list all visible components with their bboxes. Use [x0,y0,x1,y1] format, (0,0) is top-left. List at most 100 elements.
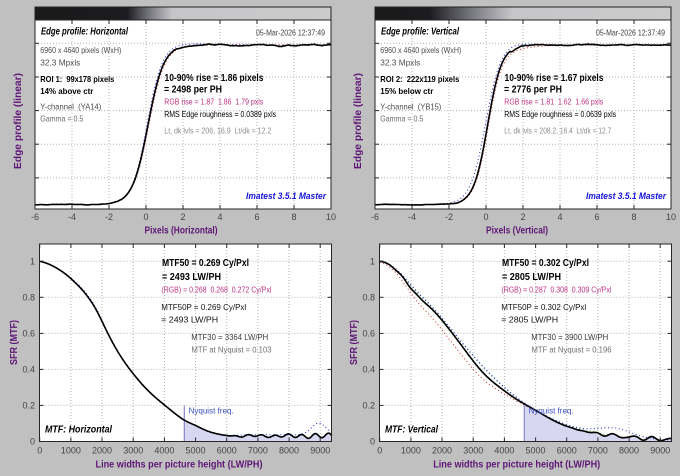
svg-text:-2: -2 [105,212,113,222]
svg-text:MTF50 = 0.269 Cy/Pxl: MTF50 = 0.269 Cy/Pxl [162,258,249,269]
svg-text:32.3 Mpxls: 32.3 Mpxls [380,57,420,67]
svg-text:MTF30 = 3364 LW/PH: MTF30 = 3364 LW/PH [191,332,268,342]
svg-text:1: 1 [30,256,35,266]
svg-text:8: 8 [631,212,636,222]
svg-text:Y-channel (YA14): Y-channel (YA14) [40,102,101,112]
svg-text:2000: 2000 [432,446,452,456]
svg-text:7000: 7000 [248,446,268,456]
svg-text:5000: 5000 [186,446,206,456]
svg-text:3000: 3000 [123,446,143,456]
svg-text:Imatest 3.5.1 Master: Imatest 3.5.1 Master [246,190,327,201]
svg-text:-6: -6 [31,212,39,222]
svg-text:10: 10 [326,212,336,222]
svg-text:6: 6 [254,212,259,222]
svg-text:0: 0 [143,212,148,222]
svg-text:6960 x 4640 pixels (WxH): 6960 x 4640 pixels (WxH) [40,45,121,55]
svg-text:Imatest 3.5.1 Master: Imatest 3.5.1 Master [586,190,667,201]
svg-text:= 2805 LW/PH: = 2805 LW/PH [501,315,558,325]
svg-text:Edge profile (linear): Edge profile (linear) [353,73,364,169]
svg-text:-2: -2 [445,212,453,222]
svg-text:= 2805 LW/PH: = 2805 LW/PH [502,272,561,283]
svg-text:MTF50 = 0.302 Cy/Pxl: MTF50 = 0.302 Cy/Pxl [502,258,589,269]
svg-text:4000: 4000 [154,446,174,456]
svg-text:(RGB) = 0.268 0.268 0.272 Cy: (RGB) = 0.268 0.268 0.272 Cy/Pxl [161,286,271,295]
svg-text:= 2493 LW/PH: = 2493 LW/PH [162,272,221,283]
svg-text:Nyquist freq.: Nyquist freq. [189,406,234,415]
svg-text:4000: 4000 [494,446,514,456]
svg-text:10-90% rise = 1.86 pixels: 10-90% rise = 1.86 pixels [165,73,264,84]
svg-text:4: 4 [217,212,222,222]
svg-text:1000: 1000 [61,446,81,456]
svg-text:0.4: 0.4 [22,365,35,375]
svg-text:Pixels (Horizontal): Pixels (Horizontal) [145,226,218,237]
svg-text:2000: 2000 [92,446,112,456]
svg-text:MTF50P = 0.269 Cy/Pxl: MTF50P = 0.269 Cy/Pxl [161,302,246,312]
svg-text:RGB rise = 1.87 1.86 1.79 px: RGB rise = 1.87 1.86 1.79 pxls [164,97,263,107]
svg-text:1: 1 [370,256,375,266]
svg-text:0: 0 [37,446,42,456]
svg-text:-4: -4 [68,212,76,222]
svg-text:= 2493 LW/PH: = 2493 LW/PH [161,315,218,325]
svg-text:2: 2 [180,212,185,222]
svg-text:2: 2 [520,212,525,222]
svg-text:-6: -6 [371,212,379,222]
svg-text:MTF: Vertical: MTF: Vertical [385,425,438,436]
svg-text:Lt, dk lvls = 208.2, 16.4 Lt: Lt, dk lvls = 208.2, 16.4 Lt/dk = 12.7 [504,126,611,136]
svg-text:15% below ctr: 15% below ctr [380,86,434,96]
svg-text:RMS Edge roughness = 0.0389 px: RMS Edge roughness = 0.0389 pxls [164,109,276,119]
svg-text:Nyquist freq.: Nyquist freq. [529,406,574,415]
svg-text:8: 8 [291,212,296,222]
svg-text:ROI 2: 222x119 pixels: ROI 2: 222x119 pixels [380,74,459,84]
svg-text:05-Mar-2026 12:37:49: 05-Mar-2026 12:37:49 [256,28,325,38]
svg-text:7000: 7000 [588,446,608,456]
svg-text:8000: 8000 [619,446,639,456]
svg-text:(RGB) = 0.287 0.308 0.309 Cy: (RGB) = 0.287 0.308 0.309 Cy/Pxl [501,286,611,295]
svg-text:Y-channel (YB15): Y-channel (YB15) [380,102,441,112]
svg-text:MTF: Horizontal: MTF: Horizontal [45,425,112,436]
svg-text:0: 0 [30,437,35,447]
svg-text:0.8: 0.8 [22,293,35,303]
svg-text:MTF30 = 3900 LW/PH: MTF30 = 3900 LW/PH [531,332,608,342]
svg-text:0.6: 0.6 [362,329,375,339]
svg-text:0.2: 0.2 [362,401,375,411]
svg-text:-4: -4 [408,212,416,222]
svg-text:0.8: 0.8 [362,293,375,303]
svg-text:Line widths per picture height: Line widths per picture height (LW/PH) [433,460,600,471]
svg-text:5000: 5000 [526,446,546,456]
svg-text:Edge profile: Vertical: Edge profile: Vertical [381,27,459,38]
svg-text:Edge profile (linear): Edge profile (linear) [13,73,24,169]
svg-text:9000: 9000 [310,446,330,456]
svg-text:0: 0 [377,446,382,456]
svg-text:Edge profile: Horizontal: Edge profile: Horizontal [41,27,128,38]
svg-text:10: 10 [666,212,676,222]
svg-text:9000: 9000 [650,446,670,456]
svg-text:0: 0 [370,437,375,447]
svg-text:10-90% rise = 1.67 pixels: 10-90% rise = 1.67 pixels [505,73,604,84]
svg-text:1000: 1000 [401,446,421,456]
svg-text:32.3 Mpxls: 32.3 Mpxls [40,57,80,67]
svg-text:0.2: 0.2 [22,401,35,411]
svg-text:ROI 1: 99x178 pixels: ROI 1: 99x178 pixels [40,74,114,84]
svg-text:0: 0 [483,212,488,222]
svg-text:MTF50P = 0.302 Cy/Pxl: MTF50P = 0.302 Cy/Pxl [501,302,586,312]
svg-text:4: 4 [557,212,562,222]
svg-text:0.6: 0.6 [22,329,35,339]
svg-text:SFR (MTF): SFR (MTF) [349,320,360,365]
svg-text:05-Mar-2026 12:37:49: 05-Mar-2026 12:37:49 [596,28,665,38]
svg-text:Gamma = 0.5: Gamma = 0.5 [380,114,423,124]
svg-text:SFR (MTF): SFR (MTF) [9,320,20,365]
svg-text:Pixels (Vertical): Pixels (Vertical) [486,226,548,237]
svg-text:6: 6 [594,212,599,222]
svg-text:Lt, dk lvls = 206, 16.9 Lt/d: Lt, dk lvls = 206, 16.9 Lt/dk = 12.2 [164,126,271,136]
svg-text:Line widths per picture height: Line widths per picture height (LW/PH) [96,460,263,471]
svg-text:6000: 6000 [557,446,577,456]
svg-text:RGB rise = 1.81 1.62 1.66 px: RGB rise = 1.81 1.62 1.66 pxls [504,97,603,107]
svg-text:8000: 8000 [279,446,299,456]
svg-text:= 2498 per PH: = 2498 per PH [164,85,222,96]
svg-text:14% above ctr: 14% above ctr [40,86,94,96]
svg-text:= 2776 per PH: = 2776 per PH [504,85,562,96]
svg-text:6960 x 4640 pixels (WxH): 6960 x 4640 pixels (WxH) [380,45,461,55]
svg-text:MTF at Nyquist = 0.196: MTF at Nyquist = 0.196 [532,345,612,355]
svg-text:MTF at Nyquist = 0.103: MTF at Nyquist = 0.103 [192,345,272,355]
svg-text:Gamma = 0.5: Gamma = 0.5 [40,114,83,124]
